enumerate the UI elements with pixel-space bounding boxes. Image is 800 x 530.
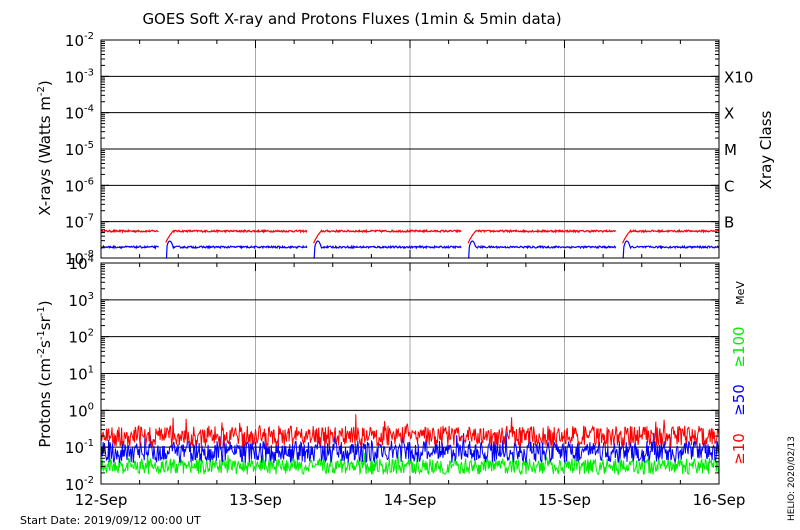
xray-ytick-label: 10-5 <box>65 140 94 159</box>
xray-ytick-label: 10-4 <box>65 104 94 123</box>
proton-ytick-label: 100 <box>69 401 94 420</box>
xray-class-m: M <box>724 141 737 159</box>
xray-axis-label: X-rays (Watts m-2) <box>36 80 54 215</box>
legend-10mev: ≥10 <box>730 433 748 465</box>
x-tick-label: 12-Sep <box>75 491 128 509</box>
proton-ytick-label: 10-1 <box>65 438 94 457</box>
proton-ytick-label: 104 <box>69 254 94 273</box>
xray-panel: 10-8 10-7 10-6 10-5 10-4 10-3 10-2 X10 XMC B X-r… <box>36 31 775 268</box>
xray-class-x: X <box>724 105 734 123</box>
xray-long-series <box>467 228 616 244</box>
proton-axis-label: Protons (cm-2s-1sr-1) <box>36 300 54 447</box>
xray-short-series <box>165 240 308 259</box>
proton-ytick-label: 101 <box>69 365 94 384</box>
proton-ytick-label: 102 <box>69 328 94 347</box>
x-tick-label: 14-Sep <box>384 491 437 509</box>
legend-50mev: ≥50 <box>730 384 748 416</box>
chart-title: GOES Soft X-ray and Protons Fluxes (1min… <box>142 10 561 28</box>
xray-long-series <box>100 228 159 234</box>
xray-ytick-label: 10-6 <box>65 176 94 195</box>
xray-long-series <box>313 228 462 244</box>
legend-100mev: ≥100 <box>730 326 748 367</box>
proton-panel: 10-2 10-1 100 101 102 103 104 Protons (cm-2s-1… <box>36 254 748 494</box>
xray-short-series <box>313 240 462 259</box>
xray-short-series <box>100 244 159 250</box>
xray-class-x10: X10 <box>724 68 753 86</box>
proton-series-50mev <box>100 431 720 464</box>
x-axis-tick-labels: 12-Sep 13-Sep 14-Sep 15-Sep 16-Sep <box>75 491 746 509</box>
xray-ytick-label: 10-8 <box>65 249 94 268</box>
xray-class-c: C <box>724 177 734 195</box>
xray-ytick-label: 10-3 <box>65 67 94 86</box>
credit-label: HELIO: 2020/02/13 <box>787 436 797 521</box>
proton-ytick-label: 103 <box>69 291 94 310</box>
x-tick-label: 15-Sep <box>538 491 591 509</box>
x-tick-label: 13-Sep <box>229 491 282 509</box>
xray-short-series <box>468 240 617 259</box>
xray-ytick-label: 10-7 <box>65 213 94 232</box>
xray-long-series <box>622 228 720 244</box>
x-tick-label: 16-Sep <box>693 491 746 509</box>
proton-series-10mev <box>100 414 720 447</box>
proton-series-100mev <box>100 450 720 476</box>
xray-long-series <box>165 228 308 243</box>
proton-ytick-label: 10-2 <box>65 475 94 494</box>
xray-class-b: B <box>724 214 734 232</box>
start-date: Start Date: 2019/09/12 00:00 UT <box>20 514 201 527</box>
xray-class-axis-label: Xray Class <box>757 110 775 189</box>
xray-short-series <box>622 240 720 259</box>
xray-ytick-label: 10-2 <box>65 31 94 50</box>
proton-unit-label: MeV <box>734 281 747 305</box>
